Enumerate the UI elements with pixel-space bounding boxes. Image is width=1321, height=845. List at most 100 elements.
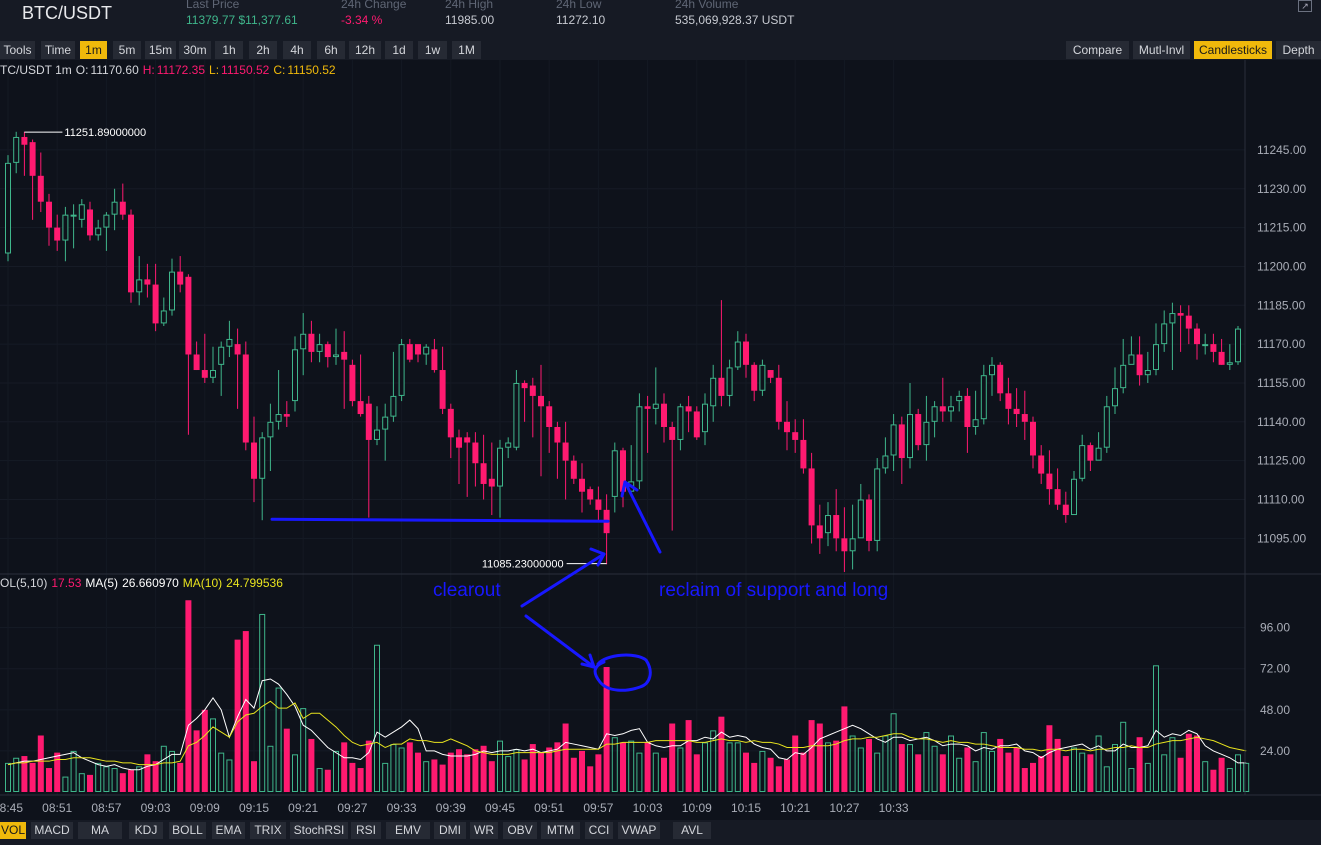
depth-button[interactable]: Depth [1276, 41, 1321, 59]
indicator-ma-button[interactable]: MA [78, 822, 122, 839]
candle [185, 274, 192, 435]
interval-1h-button[interactable]: 1h [215, 41, 243, 59]
tools-button[interactable]: Tools [0, 41, 35, 59]
candle [1235, 326, 1241, 365]
candle [21, 131, 28, 176]
candle-body [439, 370, 446, 409]
indicator-rsi-button[interactable]: RSI [351, 822, 381, 839]
interval-2h-button[interactable]: 2h [249, 41, 277, 59]
interval-1m-button[interactable]: 1m [80, 41, 107, 59]
clearout-arrow-up-head [589, 547, 606, 567]
volume-bar [390, 744, 397, 793]
volume-bar [866, 738, 872, 792]
price-tick-label: 11170.00 [1257, 337, 1306, 351]
candlestick-chart[interactable]: 11095.00 11110.00 11125.00 11140.00 11155.00… [0, 60, 1321, 820]
interval-1M-button[interactable]: 1M [452, 41, 481, 59]
interval-4h-button[interactable]: 4h [283, 41, 311, 59]
multi-interval-button[interactable]: Mutl-Invl [1133, 41, 1190, 59]
volume-bar [759, 750, 766, 792]
indicator-vol-button[interactable]: VOL [0, 822, 26, 839]
volume-bar [267, 745, 274, 792]
volume-bar [382, 762, 389, 792]
price-tick-label: 11245.00 [1257, 143, 1306, 157]
candle-body [472, 442, 479, 464]
price-tick-label: 11230.00 [1257, 182, 1306, 196]
volume-bar [505, 756, 512, 792]
clearout-arrow-down [524, 614, 596, 669]
volume-bar [857, 747, 864, 792]
candle [784, 401, 790, 451]
time-tick-label: 10:27 [829, 801, 859, 815]
price-tick-label: 11155.00 [1257, 376, 1306, 390]
candle [652, 367, 659, 425]
volume-bar [636, 752, 643, 793]
candle [956, 390, 963, 412]
candle-body [1013, 408, 1020, 415]
chart-plot-area[interactable] [0, 60, 1321, 820]
candle [570, 455, 577, 484]
candle-body [497, 447, 503, 487]
indicator-obv-button[interactable]: OBV [503, 822, 537, 839]
candle-body [898, 424, 905, 459]
compare-button[interactable]: Compare [1066, 41, 1129, 59]
price-tick-label: 11110.00 [1257, 492, 1305, 506]
volume-bar [644, 742, 651, 792]
candle-body [177, 271, 184, 285]
stat-value: -3.34 % [341, 13, 383, 27]
indicator-vwap-button[interactable]: VWAP [618, 822, 660, 839]
volume-bar [259, 613, 266, 793]
candle-body [792, 432, 799, 440]
candle-body [972, 419, 979, 427]
indicator-emv-button[interactable]: EMV [386, 822, 430, 839]
candle-body [956, 395, 963, 402]
indicator-boll-button[interactable]: BOLL [169, 822, 206, 839]
indicator-cci-button[interactable]: CCI [585, 822, 613, 839]
indicator-wr-button[interactable]: WR [470, 822, 498, 839]
vol-indicator-name: OL(5,10) [0, 576, 48, 590]
candle [1021, 390, 1028, 440]
candle-body [259, 437, 266, 479]
candle [37, 152, 44, 213]
candle-body [931, 406, 938, 422]
indicator-avl-button[interactable]: AVL [673, 822, 711, 839]
candle-body [488, 478, 495, 487]
volume-bar [808, 720, 815, 792]
interval-12h-button[interactable]: 12h [349, 41, 381, 59]
candle [111, 188, 118, 231]
candle-body [87, 209, 93, 236]
support-line [270, 517, 610, 523]
interval-5m-button[interactable]: 5m [113, 41, 141, 59]
indicator-mtm-button[interactable]: MTM [541, 822, 580, 839]
interval-6h-button[interactable]: 6h [317, 41, 345, 59]
volume-bar [1079, 752, 1086, 793]
volume-bar [46, 768, 52, 792]
indicator-kdj-button[interactable]: KDJ [129, 822, 163, 839]
candlesticks-button[interactable]: Candlesticks [1194, 41, 1272, 59]
expand-icon[interactable]: ↗ [1298, 0, 1312, 12]
interval-1d-button[interactable]: 1d [385, 41, 413, 59]
candle [1038, 445, 1045, 484]
interval-30m-button[interactable]: 30m [179, 41, 211, 59]
indicator-trix-button[interactable]: TRIX [250, 822, 286, 839]
candle-body [710, 377, 717, 407]
candle [857, 483, 864, 539]
open-value: 11170.60 [90, 63, 139, 77]
candle-body [1144, 370, 1151, 376]
indicator-stochrsi-button[interactable]: StochRSI [290, 822, 348, 839]
candle [734, 331, 741, 371]
indicator-dmi-button[interactable]: DMI [434, 822, 466, 839]
candle-body [1235, 328, 1241, 363]
volume-bar [792, 735, 799, 792]
interval-1w-button[interactable]: 1w [418, 41, 447, 59]
indicator-ema-button[interactable]: EMA [212, 822, 245, 839]
candle-body [1062, 504, 1069, 516]
indicator-macd-button[interactable]: MACD [31, 822, 73, 839]
volume-bar [1103, 766, 1110, 793]
volume-bar [1169, 737, 1176, 793]
ohlc-symbol: TC/USDT 1m [0, 63, 72, 77]
candle [169, 258, 175, 316]
interval-15m-button[interactable]: 15m [145, 41, 176, 59]
volume-bar [1005, 752, 1012, 792]
volume-bar [333, 750, 339, 792]
time-button[interactable]: Time [41, 41, 75, 59]
